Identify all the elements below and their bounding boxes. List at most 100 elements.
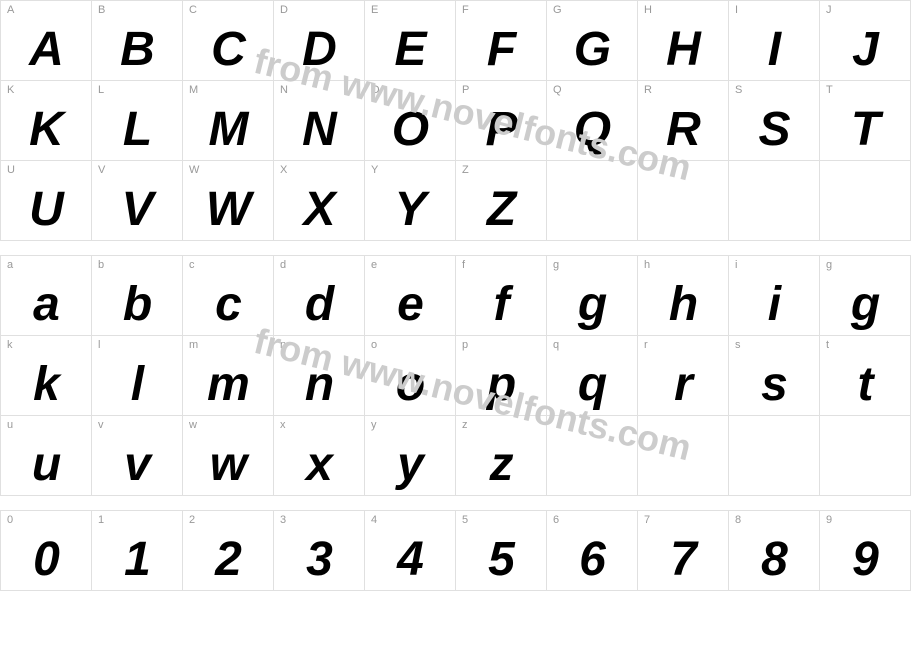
cell-glyph: T xyxy=(820,106,910,154)
cell-label: B xyxy=(98,4,105,16)
cell-label: e xyxy=(371,259,377,271)
cell-glyph: A xyxy=(1,26,91,74)
cell-label: K xyxy=(7,84,14,96)
cell-label: T xyxy=(826,84,833,96)
cell-glyph: p xyxy=(456,361,546,409)
cell-label: 9 xyxy=(826,514,832,526)
cell-glyph: 6 xyxy=(547,536,637,584)
cell-label: E xyxy=(371,4,378,16)
cell-glyph: S xyxy=(729,106,819,154)
cell-glyph: J xyxy=(820,26,910,74)
glyph-cell: JJ xyxy=(820,1,911,81)
cell-label: h xyxy=(644,259,650,271)
cell-label: o xyxy=(371,339,377,351)
cell-glyph: K xyxy=(1,106,91,154)
cell-glyph: f xyxy=(456,281,546,329)
cell-glyph: P xyxy=(456,106,546,154)
glyph-cell: KK xyxy=(1,81,92,161)
glyph-cell: ff xyxy=(456,256,547,336)
cell-label: D xyxy=(280,4,288,16)
cell-label: q xyxy=(553,339,559,351)
glyph-cell xyxy=(638,416,729,496)
cell-label: k xyxy=(7,339,13,351)
cell-label: C xyxy=(189,4,197,16)
glyph-cell: TT xyxy=(820,81,911,161)
glyph-cell: DD xyxy=(274,1,365,81)
glyph-cell: 77 xyxy=(638,511,729,591)
cell-label: 4 xyxy=(371,514,377,526)
cell-glyph: z xyxy=(456,441,546,489)
cell-label: 3 xyxy=(280,514,286,526)
glyph-cell: rr xyxy=(638,336,729,416)
cell-label: N xyxy=(280,84,288,96)
glyph-cell: xx xyxy=(274,416,365,496)
cell-glyph: 5 xyxy=(456,536,546,584)
glyph-cell: VV xyxy=(92,161,183,241)
glyph-block-digits: 00112233445566778899 xyxy=(0,510,911,591)
glyph-cell: FF xyxy=(456,1,547,81)
cell-glyph: r xyxy=(638,361,728,409)
glyph-cell: 44 xyxy=(365,511,456,591)
glyph-cell: ee xyxy=(365,256,456,336)
glyph-cell: XX xyxy=(274,161,365,241)
cell-glyph: k xyxy=(1,361,91,409)
cell-glyph: e xyxy=(365,281,455,329)
cell-glyph: H xyxy=(638,26,728,74)
cell-glyph: n xyxy=(274,361,364,409)
cell-glyph: 9 xyxy=(820,536,910,584)
cell-glyph: D xyxy=(274,26,364,74)
cell-glyph: B xyxy=(92,26,182,74)
glyph-cell xyxy=(638,161,729,241)
cell-glyph: 8 xyxy=(729,536,819,584)
cell-glyph: G xyxy=(547,26,637,74)
cell-glyph: h xyxy=(638,281,728,329)
glyph-cell: SS xyxy=(729,81,820,161)
cell-glyph: s xyxy=(729,361,819,409)
cell-label: O xyxy=(371,84,380,96)
cell-label: Y xyxy=(371,164,378,176)
cell-label: a xyxy=(7,259,13,271)
cell-label: t xyxy=(826,339,829,351)
glyph-cell: ss xyxy=(729,336,820,416)
glyph-cell xyxy=(820,416,911,496)
cell-glyph: b xyxy=(92,281,182,329)
cell-label: W xyxy=(189,164,199,176)
glyph-cell: gg xyxy=(820,256,911,336)
cell-glyph: m xyxy=(183,361,273,409)
cell-label: V xyxy=(98,164,105,176)
glyph-cell xyxy=(547,416,638,496)
cell-glyph: y xyxy=(365,441,455,489)
cell-label: 6 xyxy=(553,514,559,526)
glyph-cell: QQ xyxy=(547,81,638,161)
glyph-cell: oo xyxy=(365,336,456,416)
cell-label: P xyxy=(462,84,469,96)
cell-label: z xyxy=(462,419,468,431)
cell-glyph: a xyxy=(1,281,91,329)
glyph-cell xyxy=(729,416,820,496)
cell-label: g xyxy=(553,259,559,271)
cell-glyph: l xyxy=(92,361,182,409)
cell-label: 5 xyxy=(462,514,468,526)
glyph-cell: WW xyxy=(183,161,274,241)
cell-label: 0 xyxy=(7,514,13,526)
cell-label: s xyxy=(735,339,741,351)
cell-label: R xyxy=(644,84,652,96)
cell-glyph: i xyxy=(729,281,819,329)
glyph-cell: kk xyxy=(1,336,92,416)
glyph-cell xyxy=(729,161,820,241)
cell-label: H xyxy=(644,4,652,16)
glyph-cell: ll xyxy=(92,336,183,416)
glyph-cell: ww xyxy=(183,416,274,496)
glyph-cell: RR xyxy=(638,81,729,161)
cell-glyph: q xyxy=(547,361,637,409)
glyph-cell: 99 xyxy=(820,511,911,591)
cell-label: f xyxy=(462,259,465,271)
cell-glyph: L xyxy=(92,106,182,154)
glyph-cell: EE xyxy=(365,1,456,81)
cell-glyph: c xyxy=(183,281,273,329)
cell-glyph: g xyxy=(547,281,637,329)
cell-glyph: Q xyxy=(547,106,637,154)
cell-glyph: o xyxy=(365,361,455,409)
glyph-cell: dd xyxy=(274,256,365,336)
cell-label: c xyxy=(189,259,195,271)
